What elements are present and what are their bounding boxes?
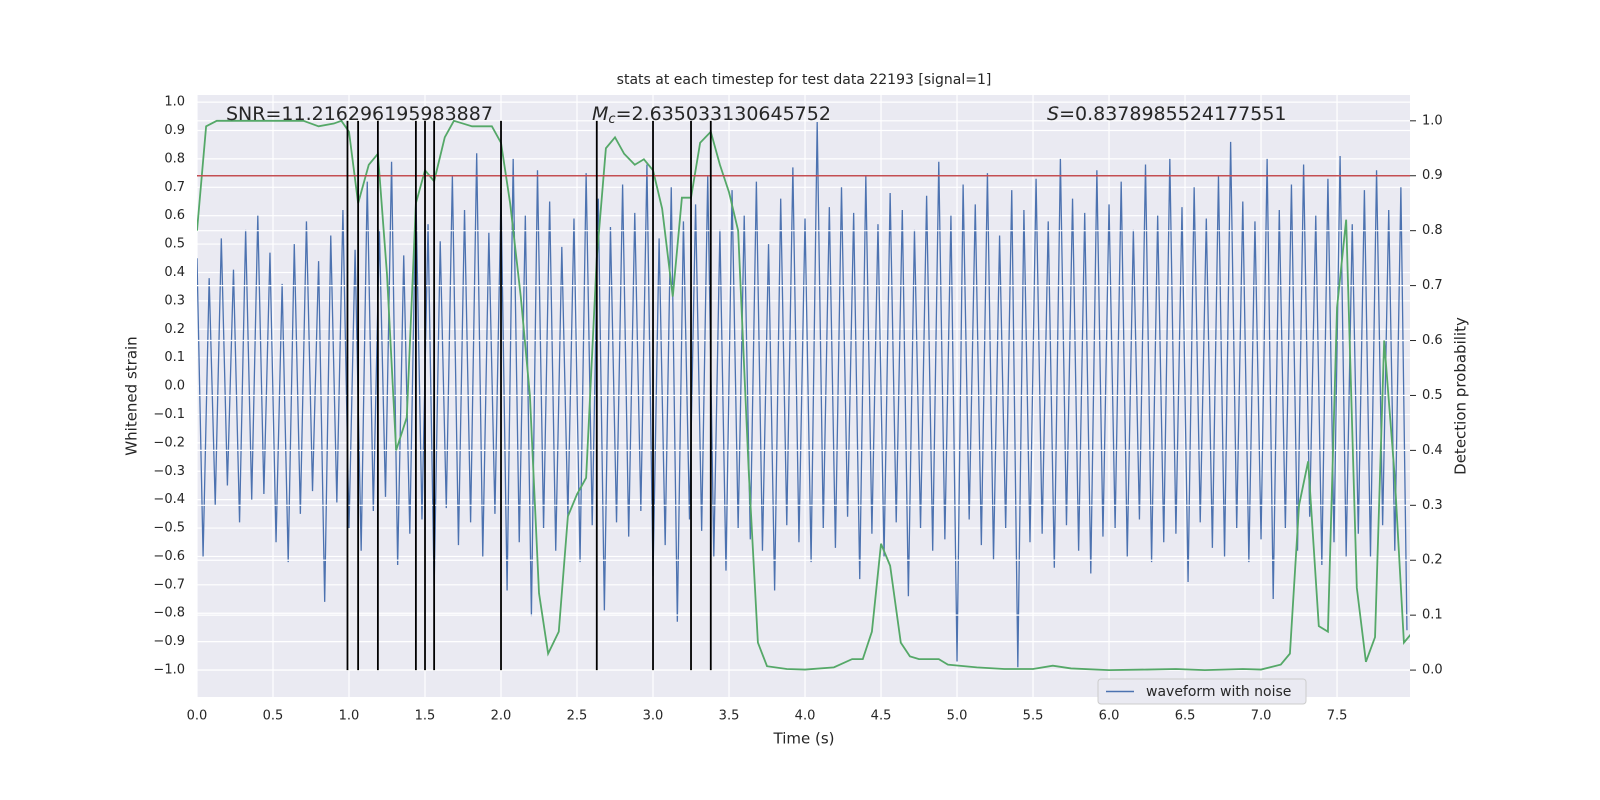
y-tick-label: −0.8 [153,606,185,621]
x-tick-label: 5.0 [947,709,968,724]
x-tick-label: 6.0 [1099,709,1120,724]
annotation-symbol: S [1047,103,1059,125]
annotation-text: =0.8378985524177551 [1059,103,1286,125]
y-tick-label: 0.2 [164,322,185,337]
x-tick-label: 7.5 [1327,709,1348,724]
x-tick-label: 3.0 [643,709,664,724]
x-axis-label: Time (s) [773,730,835,748]
y-tick-label: −0.9 [153,634,185,649]
y-tick-label: −0.5 [153,521,185,536]
y-tick-label: −0.3 [153,464,185,479]
annotation: S=0.8378985524177551 [1047,103,1287,125]
y-tick-label: 0.8 [164,151,185,166]
x-tick-label: 0.5 [263,709,284,724]
y-tick-label: 0.7 [164,180,185,195]
y-tick-label: −0.7 [153,577,185,592]
y2-tick-label: 0.3 [1422,498,1443,513]
y-tick-label: 0.3 [164,293,185,308]
x-tick-label: 7.0 [1251,709,1272,724]
y2-tick-label: 0.1 [1422,608,1443,623]
x-tick-label: 5.5 [1023,709,1044,724]
y-tick-label: 0.0 [164,379,185,394]
chart-title: stats at each timestep for test data 221… [617,72,992,88]
annotation-text: SNR=11.216296195983887 [226,103,493,125]
y-tick-label: 0.1 [164,350,185,365]
y2-tick-label: 0.8 [1422,223,1443,238]
x-tick-label: 2.5 [567,709,588,724]
y2-tick-label: 0.6 [1422,333,1443,348]
annotation-symbol: M [592,103,608,125]
series-line [197,119,1410,671]
y-tick-label: −0.1 [153,407,185,422]
y-tick-label: 0.5 [164,237,185,252]
x-tick-label: 1.5 [415,709,436,724]
y-axis-label: Whitened strain [123,336,141,455]
y2-tick-label: 0.4 [1422,443,1443,458]
annotation-text: =2.635033130645752 [616,103,831,125]
y-tick-label: −0.2 [153,435,185,450]
x-tick-label: 2.0 [491,709,512,724]
y2-tick-label: 0.7 [1422,278,1443,293]
x-tick-label: 4.5 [871,709,892,724]
legend-label: waveform with noise [1146,684,1291,700]
legend-box [1097,678,1307,705]
annotation-subscript: c [608,112,615,127]
y2-tick-label: 0.0 [1422,663,1443,678]
x-tick-label: 0.0 [187,709,208,724]
y2-tick-label: 0.5 [1422,388,1443,403]
annotation: SNR=11.216296195983887 [226,103,493,125]
y-tick-label: 0.9 [164,123,185,138]
y2-tick-label: 0.9 [1422,168,1443,183]
y-tick-label: −1.0 [153,663,185,678]
y-tick-label: −0.6 [153,549,185,564]
y-tick-label: 1.0 [164,95,185,110]
x-tick-label: 4.0 [795,709,816,724]
y2-tick-label: 0.2 [1422,553,1443,568]
y-tick-label: −0.4 [153,492,185,507]
y-tick-label: 0.4 [164,265,185,280]
y-tick-label: 0.6 [164,208,185,223]
x-tick-label: 6.5 [1175,709,1196,724]
series-line [197,121,1408,668]
x-tick-label: 3.5 [719,709,740,724]
annotation: Mc=2.635033130645752 [592,103,831,127]
x-tick-label: 1.0 [339,709,360,724]
y2-tick-label: 1.0 [1422,113,1443,128]
y2-axis-label: Detection probability [1452,317,1470,475]
